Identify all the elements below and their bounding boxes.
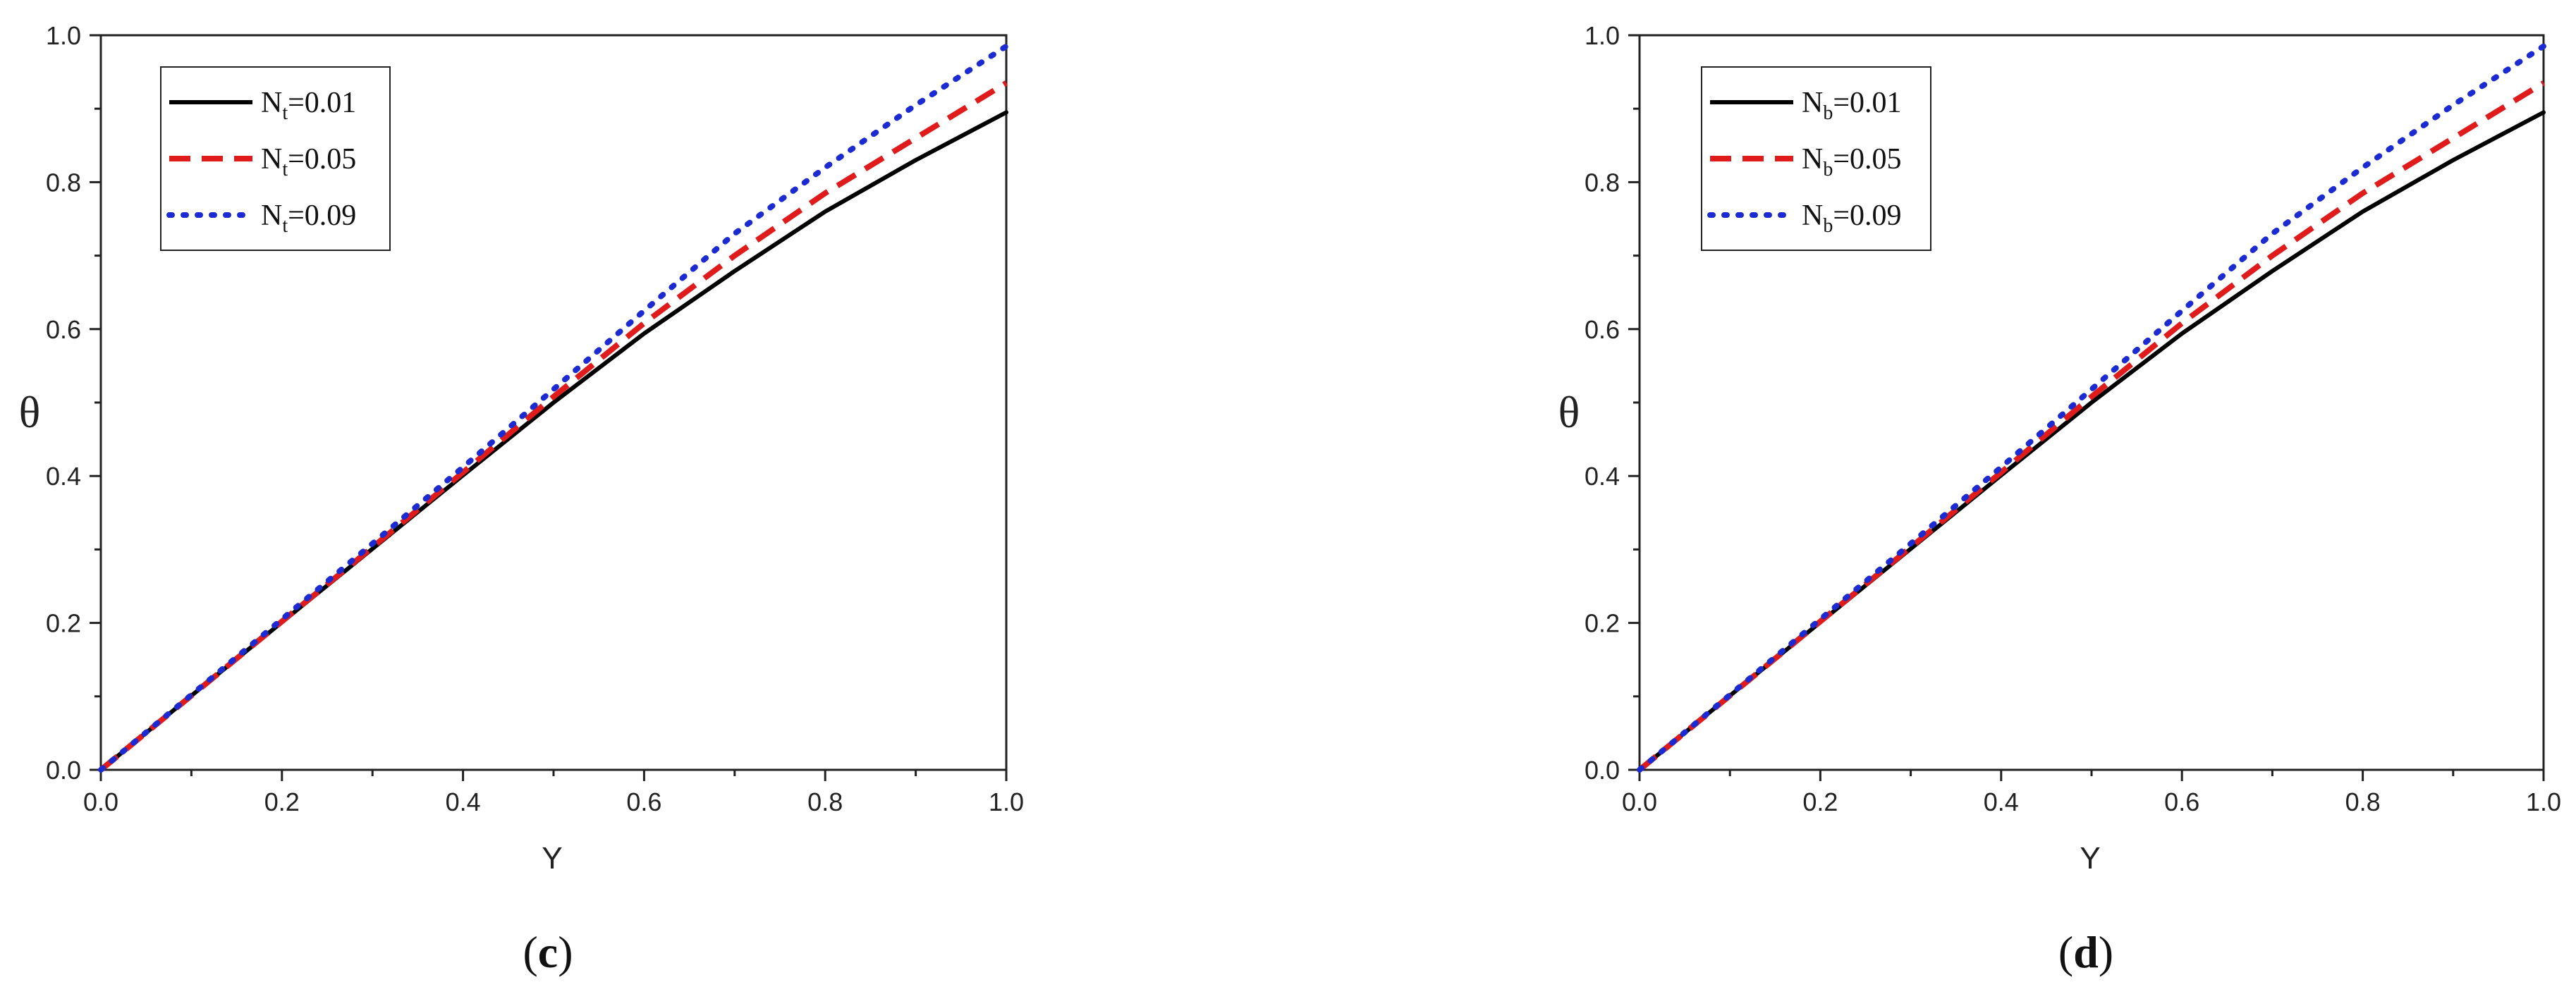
y-tick-label: 0.4 xyxy=(1585,462,1620,491)
legend-value: =0.01 xyxy=(1833,87,1901,119)
legend-symbol: N xyxy=(1802,200,1823,232)
y-tick-label: 1.0 xyxy=(1585,21,1620,50)
panel-label-close-paren: ) xyxy=(558,927,573,977)
x-tick-label: 0.0 xyxy=(1622,787,1657,816)
y-tick-label: 0.0 xyxy=(46,756,81,785)
x-tick-label: 0.2 xyxy=(264,787,300,816)
y-tick-label: 0.8 xyxy=(46,168,81,197)
legend-subscript: t xyxy=(282,159,288,180)
legend-subscript: t xyxy=(282,102,288,124)
series-line-b-0-09 xyxy=(1637,43,2546,773)
legend-entry-text: Nt=0.05 xyxy=(261,143,356,180)
panel-label-open-paren: ( xyxy=(523,927,537,977)
x-tick-label: 0.4 xyxy=(446,787,481,816)
legend-entry-text: Nb=0.01 xyxy=(1802,87,1902,124)
chart-panel-c: 0.0 0.2 0.4 0.6 0.8 1.0 0.0 0.2 0.4 0.6 0.8 1.0 Yθ Nt… xyxy=(19,21,1024,977)
y-axis-label: θ xyxy=(19,387,41,437)
x-tick-label: 0.8 xyxy=(2345,787,2381,816)
legend-symbol: N xyxy=(261,143,282,176)
legend-value: =0.01 xyxy=(288,87,356,119)
panel-label-letter: c xyxy=(538,927,558,977)
legend-symbol: N xyxy=(261,200,282,232)
x-axis-label: Y xyxy=(2080,841,2100,876)
legend-symbol: N xyxy=(1802,87,1823,119)
y-tick-label: 0.2 xyxy=(46,609,81,638)
y-tick-label: 0.4 xyxy=(46,462,81,491)
legend-entry-text: Nt=0.01 xyxy=(261,87,356,124)
y-tick-label: 0.8 xyxy=(1585,168,1620,197)
x-tick-label: 0.4 xyxy=(1984,787,2019,816)
legend-symbol: N xyxy=(1802,143,1823,176)
y-tick-label: 1.0 xyxy=(46,21,81,50)
x-tick-label: 1.0 xyxy=(2526,787,2561,816)
x-axis-label: Y xyxy=(542,841,562,876)
legend-symbol: N xyxy=(261,87,282,119)
y-tick-label: 0.2 xyxy=(1585,609,1620,638)
panel-label: (c) xyxy=(523,927,573,977)
x-tick-label: 1.0 xyxy=(989,787,1024,816)
panel-label-open-paren: ( xyxy=(2058,927,2073,977)
x-tick-label: 0.2 xyxy=(1802,787,1838,816)
legend-value: =0.09 xyxy=(288,200,356,232)
y-axis-label: θ xyxy=(1558,387,1580,437)
x-tick-label: 0.6 xyxy=(626,787,661,816)
legend-entry-text: Nb=0.05 xyxy=(1802,143,1902,180)
legend-box xyxy=(1701,66,1931,251)
y-tick-label: 0.0 xyxy=(1585,756,1620,785)
chart-panel-d: 0.0 0.2 0.4 0.6 0.8 1.0 0.0 0.2 0.4 0.6 0.8 1.0 Yθ Nb… xyxy=(1558,21,2561,977)
legend-subscript: b xyxy=(1823,215,1833,237)
y-tick-label: 0.6 xyxy=(1585,315,1620,344)
y-tick-label: 0.6 xyxy=(46,315,81,344)
legend-value: =0.05 xyxy=(1833,143,1901,176)
legend-subscript: t xyxy=(282,215,288,237)
x-tick-label: 0.0 xyxy=(83,787,118,816)
x-tick-label: 0.6 xyxy=(2164,787,2199,816)
legend-subscript: b xyxy=(1823,159,1833,180)
legend-box xyxy=(160,66,391,251)
legend-subscript: b xyxy=(1823,102,1833,124)
x-tick-label: 0.8 xyxy=(807,787,843,816)
series-line-b-0-01 xyxy=(1637,110,2546,772)
series-line-t-0-09 xyxy=(98,43,1009,773)
panel-label-close-paren: ) xyxy=(2099,927,2113,977)
series-line-b-0-05 xyxy=(1637,80,2546,773)
legend-value: =0.09 xyxy=(1833,200,1901,232)
legend-value: =0.05 xyxy=(288,143,356,176)
panel-label-letter: d xyxy=(2073,927,2099,977)
panel-label: (d) xyxy=(2058,927,2113,977)
legend-entry-text: Nt=0.09 xyxy=(261,200,356,237)
legend-entry-text: Nb=0.09 xyxy=(1802,200,1902,237)
